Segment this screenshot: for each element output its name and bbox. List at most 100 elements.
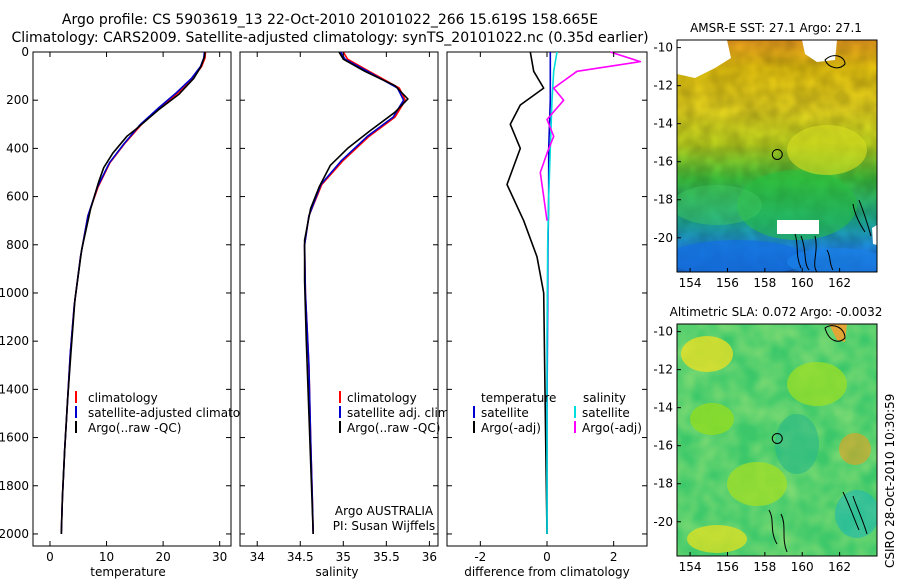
temperature-axes: [32, 51, 232, 547]
salinity-series: [303, 51, 409, 535]
x-tick-label: 10: [99, 550, 114, 564]
x-tick-label: 34: [250, 550, 265, 564]
lon-tick-label: 160: [791, 276, 814, 290]
y-tick-label: 1400: [0, 382, 29, 396]
x-tick-label: 34.5: [287, 550, 314, 564]
difference-panel: -2 0 2 difference from climatology tempera…: [446, 51, 648, 579]
coastline: [768, 509, 788, 553]
x-tick-label: 35: [336, 550, 351, 564]
series-line-argo-adj: [506, 51, 548, 535]
sla-map-image: [677, 324, 877, 556]
salinity-panel: 34 34.5 35 35.5 36 salinity climatology sate…: [239, 51, 453, 579]
series-line-argo-raw-qc: [60, 51, 206, 535]
salinity-axes: [239, 51, 439, 547]
sst-map-panel: AMSR-E SST: 27.1 Argo: 27.1: [653, 21, 878, 290]
x-tick-label: -2: [474, 550, 486, 564]
salinity-axis-ticks: 34 34.5 35 35.5 36: [240, 51, 438, 564]
lat-tick-label: -10: [653, 41, 673, 55]
legend-sal-argo: Argo(-adj): [582, 421, 642, 435]
x-tick-label: 30: [212, 550, 227, 564]
temperature-series: [60, 51, 207, 535]
lon-tick-label: 162: [828, 276, 851, 290]
sst-map-frame: [676, 39, 878, 273]
lon-tick-label: 154: [679, 560, 702, 574]
depth-axis-ticks: 0 200 400 600 800 1000 1200 1400 1600 1800 2000: [0, 45, 231, 541]
coastline: [824, 325, 846, 342]
legend-group-temperature: temperature: [481, 391, 556, 405]
legend-satellite-adjusted: satellite-adjusted climatology: [88, 406, 266, 420]
difference-xlabel: difference from climatology: [464, 565, 630, 579]
x-tick-label: 2: [610, 550, 618, 564]
legend-sal-satellite: satellite: [582, 406, 630, 420]
x-tick-label: 0: [46, 550, 54, 564]
sla-map-ticks: 154 156 158 160 162 -10 -12 -14 -16 -18 -20: [653, 325, 851, 574]
legend-temp-argo: Argo(-adj): [481, 421, 541, 435]
sst-map-title: AMSR-E SST: 27.1 Argo: 27.1: [690, 21, 862, 35]
y-tick-label: 2000: [0, 527, 29, 541]
lat-tick-label: -12: [653, 79, 673, 93]
lon-tick-label: 156: [716, 560, 739, 574]
lat-tick-label: -16: [653, 155, 673, 169]
lon-tick-label: 158: [753, 560, 776, 574]
argo-position-marker: [771, 148, 783, 160]
side-label: CSIRO 28-Oct-2010 10:30:59: [883, 394, 897, 568]
x-tick-label: 0: [543, 550, 551, 564]
y-tick-label: 800: [6, 238, 29, 252]
difference-axis-ticks: -2 0 2: [447, 51, 647, 564]
y-tick-label: 1800: [0, 479, 29, 493]
difference-legend: temperature salinity satellite Argo(-adj…: [473, 391, 642, 435]
lat-tick-label: -14: [653, 117, 673, 131]
land-mask: [802, 40, 837, 62]
temperature-panel: 0 200 400 600 800 1000 1200 1400 1600 1800 2000 0 1…: [0, 45, 266, 579]
annotation-argo-australia: Argo AUSTRALIA: [335, 504, 434, 518]
lon-tick-label: 158: [753, 276, 776, 290]
sla-map-title: Altimetric SLA: 0.072 Argo: -0.0032: [670, 305, 883, 319]
y-tick-label: 1600: [0, 431, 29, 445]
coastline: [826, 249, 834, 271]
y-tick-label: 1000: [0, 286, 29, 300]
header-line-1: Argo profile: CS 5903619_13 22-Oct-2010 …: [62, 12, 598, 28]
lon-tick-label: 160: [791, 560, 814, 574]
land-mask: [777, 220, 819, 234]
lat-tick-label: -10: [653, 325, 673, 339]
land-mask: [677, 40, 731, 78]
x-tick-label: 36: [422, 550, 437, 564]
x-tick-label: 20: [155, 550, 170, 564]
legend-satellite-adj: satellite adj. clim.: [347, 406, 453, 420]
series-line-argo-adj: [539, 51, 642, 221]
series-line-satellite: [546, 51, 558, 534]
legend-climatology: climatology: [88, 391, 158, 405]
y-tick-label: 600: [6, 190, 29, 204]
lat-tick-label: -18: [653, 193, 673, 207]
sst-map-ticks: 154 156 158 160 162 -10 -12 -14 -16 -18 -20: [653, 41, 851, 290]
sla-map-panel: Altimetric SLA: 0.072 Argo: -0.0032 154 1…: [653, 305, 882, 574]
lat-tick-label: -18: [653, 477, 673, 491]
legend-argo: Argo(..raw -QC): [347, 421, 440, 435]
annotation-pi: PI: Susan Wijffels: [333, 519, 435, 533]
legend-argo: Argo(..raw -QC): [88, 421, 181, 435]
sst-map-image: [677, 40, 877, 272]
legend-climatology: climatology: [347, 391, 417, 405]
lon-tick-label: 154: [679, 276, 702, 290]
argo-position-marker: [771, 432, 783, 444]
salinity-xlabel: salinity: [315, 565, 358, 579]
difference-series: [506, 51, 642, 535]
lat-tick-label: -20: [653, 515, 673, 529]
coastline: [842, 491, 868, 535]
temperature-xlabel: temperature: [90, 565, 165, 579]
legend-group-salinity: salinity: [583, 391, 626, 405]
legend-temp-satellite: satellite: [481, 406, 529, 420]
salinity-legend: climatology satellite adj. clim. Argo(..…: [339, 391, 453, 435]
temperature-axis-ticks: 0 10 20 30: [46, 52, 227, 564]
header-line-2: Climatology: CARS2009. Satellite-adjuste…: [11, 30, 648, 46]
lat-tick-label: -14: [653, 401, 673, 415]
y-tick-label: 400: [6, 141, 29, 155]
lon-tick-label: 156: [716, 276, 739, 290]
temperature-legend: climatology satellite-adjusted climatolo…: [75, 391, 266, 435]
y-tick-label: 1200: [0, 334, 29, 348]
series-line-argo-raw-qc: [303, 51, 409, 535]
coastline: [794, 233, 818, 272]
y-tick-label: 200: [6, 93, 29, 107]
land-mask: [872, 225, 877, 245]
lat-tick-label: -12: [653, 363, 673, 377]
